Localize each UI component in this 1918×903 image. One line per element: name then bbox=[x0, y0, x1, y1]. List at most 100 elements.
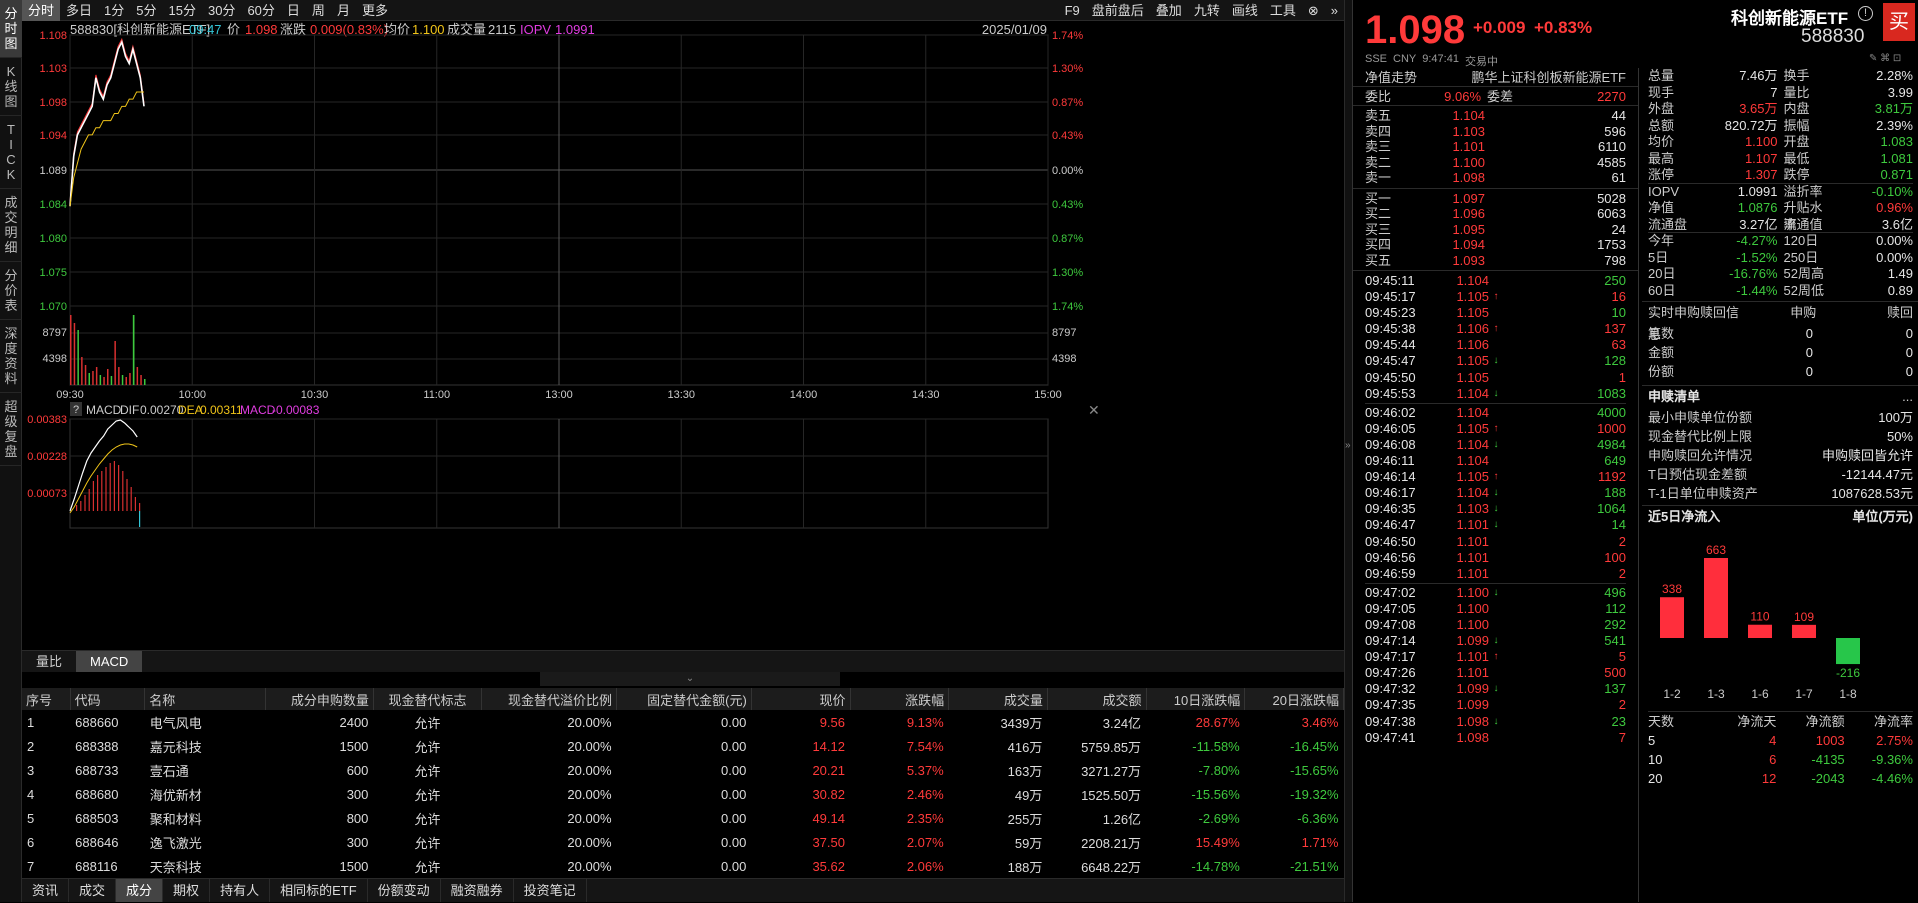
up-arrow-icon: ↑ bbox=[1493, 471, 1499, 483]
table-row[interactable]: 1 688660 电气风电 2400 允许 20.00% 0.00 9.56 9.13% 3439… bbox=[22, 710, 1344, 734]
table-cell: 0.00 bbox=[721, 786, 747, 802]
tick-divider bbox=[1365, 582, 1626, 584]
table-row[interactable]: 5 688503 聚和材料 800 允许 20.00% 0.00 49.14 2.35% 255万… bbox=[22, 806, 1344, 830]
period-tab-3[interactable]: 5分 bbox=[136, 2, 157, 18]
stat-value: 3.81万 bbox=[1874, 101, 1913, 116]
table-header-0[interactable]: 序号 bbox=[22, 688, 71, 710]
bottom-tab-3[interactable]: 期权 bbox=[163, 879, 211, 902]
table-header-3[interactable]: 成分申购数量 bbox=[265, 688, 374, 710]
table-row[interactable]: 6 688646 逸飞激光 300 允许 20.00% 0.00 37.50 2.07% 59万 2… bbox=[22, 830, 1344, 854]
no-arrow bbox=[1489, 337, 1503, 353]
table-header-9[interactable]: 成交量 bbox=[948, 688, 1048, 710]
table-cell: 2.35% bbox=[906, 810, 944, 826]
left-tab-4[interactable]: 分价表 bbox=[0, 262, 22, 320]
asks-volume: 44 bbox=[1611, 108, 1626, 123]
table-header-4[interactable]: 现金替代标志 bbox=[373, 688, 483, 710]
table-header-11[interactable]: 10日涨跌幅 bbox=[1146, 688, 1246, 710]
bottom-tab-7[interactable]: 融资融券 bbox=[441, 879, 514, 902]
up-arrow-icon: ↑ bbox=[1493, 323, 1499, 335]
tool-button-5[interactable]: 工具 bbox=[1269, 2, 1296, 18]
asks-price: 1.103 bbox=[1452, 123, 1485, 139]
tick-volume: 649 bbox=[1604, 453, 1626, 469]
vol-right-label: 8797 bbox=[1052, 327, 1076, 339]
left-tab-6[interactable]: 超级复盘 bbox=[0, 393, 22, 466]
period-tab-8[interactable]: 周 bbox=[311, 2, 325, 18]
quote-name: 科创新能源ETF bbox=[1731, 9, 1849, 28]
price-line bbox=[69, 39, 145, 207]
bottom-tab-0[interactable]: 资讯 bbox=[22, 879, 70, 902]
period-tab-10[interactable]: 更多 bbox=[361, 2, 388, 18]
inflow-row: 20 12 -2043 -4.46% bbox=[1648, 769, 1913, 788]
table-row[interactable]: 2 688388 嘉元科技 1500 允许 20.00% 0.00 14.12 7.54% 416… bbox=[22, 734, 1344, 758]
stat-label: 跌停 bbox=[1783, 167, 1810, 182]
stat-value: -16.76% bbox=[1729, 266, 1778, 281]
tool-button-4[interactable]: 画线 bbox=[1231, 2, 1258, 18]
tool-button-3[interactable]: 九转 bbox=[1193, 2, 1220, 18]
chart-area[interactable]: 588830[科创新能源ETF] 09:47 价 1.098 涨跌 0.009(… bbox=[22, 21, 1344, 651]
period-tab-9[interactable]: 月 bbox=[336, 2, 350, 18]
tick-price: 1.103 bbox=[1456, 501, 1489, 517]
macd-dif-label: DIF bbox=[120, 403, 139, 417]
tool-button-1[interactable]: 盘前盘后 bbox=[1091, 2, 1144, 18]
intraday-chart-svg[interactable]: 588830[科创新能源ETF] 09:47 价 1.098 涨跌 0.009(… bbox=[22, 21, 1344, 651]
table-header-12[interactable]: 20日涨跌幅 bbox=[1244, 688, 1344, 710]
period-tab-6[interactable]: 60分 bbox=[247, 2, 275, 18]
left-tab-3[interactable]: 成交明细 bbox=[0, 189, 22, 262]
expand-icon[interactable]: ⊗ bbox=[1307, 2, 1319, 18]
bottom-tab-5[interactable]: 相同标的ETF bbox=[270, 879, 368, 902]
double-chevron-icon[interactable]: » bbox=[1330, 2, 1338, 18]
info-icon[interactable]: ! bbox=[1858, 6, 1873, 21]
nav-line-label[interactable]: 净值走势 bbox=[1365, 70, 1418, 85]
table-cell: 允许 bbox=[414, 859, 441, 875]
tick-price: 1.099 bbox=[1456, 681, 1489, 697]
indicator-tab-1[interactable]: MACD bbox=[76, 651, 143, 672]
table-header-7[interactable]: 现价 bbox=[751, 688, 851, 710]
table-row[interactable]: 4 688680 海优新材 300 允许 20.00% 0.00 30.82 2.46% 49万 1… bbox=[22, 782, 1344, 806]
bottom-tab-1[interactable]: 成交 bbox=[69, 879, 117, 902]
table-row[interactable]: 7 688116 天奈科技 1500 允许 20.00% 0.00 35.62 2.06% 188… bbox=[22, 854, 1344, 878]
period-tab-2[interactable]: 1分 bbox=[104, 2, 125, 18]
tick-row: 09:46:56 1.101 100 bbox=[1365, 550, 1626, 566]
bottom-tab-6[interactable]: 份额变动 bbox=[368, 879, 441, 902]
bottom-tab-4[interactable]: 持有人 bbox=[210, 879, 271, 902]
period-tab-7[interactable]: 日 bbox=[286, 2, 300, 18]
y-right-label: 1.30% bbox=[1052, 267, 1083, 279]
table-header-5[interactable]: 现金替代溢价比例 bbox=[481, 688, 618, 710]
stat-label: IOPV bbox=[1648, 183, 1680, 199]
macd-close-icon[interactable]: ✕ bbox=[1088, 402, 1100, 418]
table-header-1[interactable]: 代码 bbox=[70, 688, 146, 710]
asks-level: 卖四 1.103 596 bbox=[1365, 124, 1626, 140]
period-tab-4[interactable]: 15分 bbox=[168, 2, 196, 18]
stat-value: 0.00% bbox=[1876, 249, 1913, 265]
stat-label: 涨停 bbox=[1648, 167, 1675, 182]
axis-labels: 1.108 1.103 1.098 1.094 1.089 1.084 1.080 1.075… bbox=[39, 30, 1083, 401]
panel-splitter[interactable]: » bbox=[1344, 0, 1352, 902]
table-row[interactable]: 3 688733 壹石通 600 允许 20.00% 0.00 20.21 5.37% 163万 3… bbox=[22, 758, 1344, 782]
small-tool-icons[interactable]: ✎ ⌘ ⊡ bbox=[1869, 53, 1902, 64]
table-header-6[interactable]: 固定替代金额(元) bbox=[616, 688, 752, 710]
redeem-more-icon[interactable]: ... bbox=[1902, 389, 1913, 404]
no-arrow bbox=[1489, 550, 1503, 566]
left-tab-0[interactable]: 分时图 bbox=[0, 0, 22, 58]
table-header-8[interactable]: 涨跌幅 bbox=[850, 688, 950, 710]
bids-label: 买五 bbox=[1365, 252, 1392, 268]
tool-button-0[interactable]: F9 bbox=[1064, 2, 1080, 18]
bottom-tab-2[interactable]: 成分 bbox=[116, 879, 164, 902]
left-tab-5[interactable]: 深度资料 bbox=[0, 320, 22, 393]
macd-help-icon[interactable]: ? bbox=[73, 404, 79, 416]
bottom-tab-8[interactable]: 投资笔记 bbox=[514, 879, 587, 902]
period-tab-1[interactable]: 多日 bbox=[66, 2, 93, 18]
table-header-2[interactable]: 名称 bbox=[144, 688, 266, 710]
indicator-tab-0[interactable]: 量比 bbox=[36, 654, 63, 669]
macd-bar bbox=[139, 503, 141, 511]
splitter-arrow-icon[interactable]: » bbox=[1345, 440, 1351, 451]
collapse-chevron-icon[interactable]: ⌄ bbox=[540, 672, 840, 686]
table-header-10[interactable]: 成交额 bbox=[1047, 688, 1147, 710]
buy-button[interactable]: 买 bbox=[1883, 3, 1915, 41]
macd-help-box[interactable] bbox=[70, 402, 82, 416]
period-tab-0[interactable]: 分时 bbox=[22, 0, 61, 21]
tool-button-2[interactable]: 叠加 bbox=[1155, 2, 1182, 18]
period-tab-5[interactable]: 30分 bbox=[207, 2, 236, 18]
